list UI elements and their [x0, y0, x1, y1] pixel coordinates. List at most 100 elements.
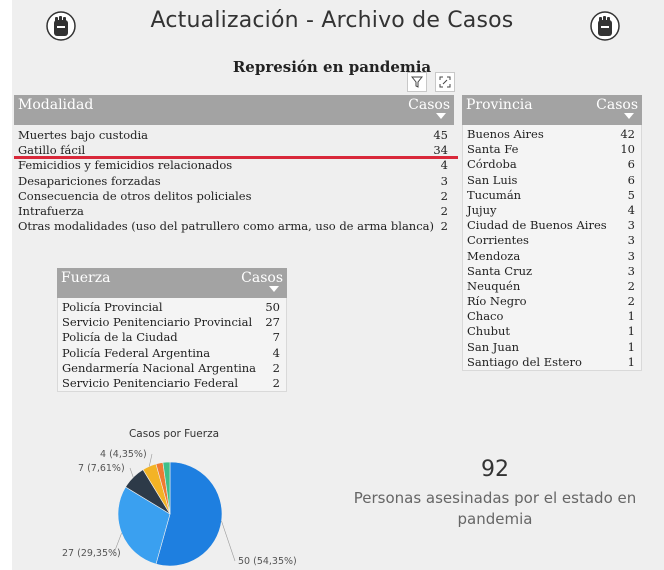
- row-value: 3: [440, 173, 448, 188]
- table-row[interactable]: Desapariciones forzadas 3: [14, 174, 454, 189]
- row-value: 45: [433, 128, 448, 142]
- row-value: 1: [627, 324, 635, 339]
- table-row[interactable]: Santiago del Estero 1: [463, 355, 641, 370]
- column-header-fuerza[interactable]: Fuerza: [61, 270, 111, 286]
- row-label: Córdoba: [467, 157, 517, 172]
- table-row[interactable]: Santa Fe 10: [463, 142, 641, 157]
- row-value: 1: [627, 339, 635, 354]
- sort-descending-icon[interactable]: [436, 113, 446, 119]
- table-row[interactable]: Consecuencia de otros delitos policiales…: [14, 189, 454, 204]
- row-label: Consecuencia de otros delitos policiales: [18, 188, 252, 203]
- row-value: 10: [620, 142, 635, 157]
- row-label: Ciudad de Buenos Aires: [467, 218, 607, 233]
- table-row[interactable]: Servicio Penitenciario Provincial 27: [58, 315, 286, 330]
- row-label: Intrafuerza: [18, 203, 84, 218]
- fist-logo-icon: [590, 11, 620, 41]
- row-value: 2: [440, 219, 448, 234]
- provincia-table: Provincia Casos Buenos Aires 42 Santa Fe 1…: [462, 95, 642, 371]
- row-label: Mendoza: [467, 248, 521, 263]
- table-row[interactable]: Mendoza 3: [463, 249, 641, 264]
- row-value: 4: [627, 202, 635, 217]
- table-row[interactable]: Gendarmería Nacional Argentina 2: [58, 361, 286, 376]
- table-row[interactable]: Río Negro 2: [463, 294, 641, 309]
- table-row[interactable]: Santa Cruz 3: [463, 264, 641, 279]
- column-header-casos[interactable]: Casos: [241, 270, 283, 286]
- pie-slice[interactable]: [162, 461, 171, 515]
- table-row[interactable]: Corrientes 3: [463, 233, 641, 248]
- row-label: Policía Federal Argentina: [62, 345, 211, 360]
- row-value: 42: [620, 127, 635, 141]
- modalidad-table: Modalidad Casos Muertes bajo custodia 45 …: [14, 95, 454, 234]
- table-body: Policía Provincial 50 Servicio Penitencia…: [57, 298, 287, 393]
- row-label: Buenos Aires: [467, 127, 544, 141]
- column-header-casos[interactable]: Casos: [408, 97, 450, 113]
- table-body: Muertes bajo custodia 45 Gatillo fácil 34 …: [14, 128, 454, 234]
- row-label: Neuquén: [467, 278, 521, 293]
- sort-descending-icon[interactable]: [624, 113, 634, 119]
- row-label: Policía Provincial: [62, 300, 163, 314]
- fuerza-table: Fuerza Casos Policía Provincial 50 Servic…: [57, 268, 287, 393]
- report-title: Actualización - Archivo de Casos: [150, 8, 514, 33]
- table-row[interactable]: Policía de la Ciudad 7: [58, 330, 286, 345]
- fist-logo-icon: [46, 11, 76, 41]
- row-value: 4: [272, 345, 280, 360]
- report-subtitle: Represión en pandemia: [232, 58, 432, 76]
- column-header-modalidad[interactable]: Modalidad: [18, 97, 94, 113]
- data-label-leader: [129, 467, 134, 478]
- row-value: 34: [433, 143, 448, 158]
- table-row[interactable]: Intrafuerza 2: [14, 204, 454, 219]
- row-value: 50: [265, 300, 280, 314]
- table-row[interactable]: Otras modalidades (uso del patrullero co…: [14, 219, 454, 234]
- row-value: 4: [440, 158, 448, 173]
- table-row[interactable]: Policía Federal Argentina 4: [58, 346, 286, 361]
- table-row[interactable]: Jujuy 4: [463, 203, 641, 218]
- filter-icon: [411, 76, 423, 88]
- highlight-underline: [14, 156, 458, 159]
- table-row[interactable]: Femicidios y femicidios relacionados 4: [14, 158, 454, 173]
- table-row[interactable]: Ciudad de Buenos Aires 3: [463, 218, 641, 233]
- row-label: San Luis: [467, 172, 518, 187]
- table-row[interactable]: Muertes bajo custodia 45: [14, 128, 454, 143]
- row-value: 5: [627, 187, 635, 202]
- kpi-label: Personas asesinadas por el estado en pan…: [353, 489, 637, 528]
- pie-chart[interactable]: 50 (54,35%) 27 (29,35%) 7 (7,61%) 4 (4,35%): [60, 440, 310, 570]
- table-row[interactable]: Neuquén 2: [463, 279, 641, 294]
- table-row[interactable]: Córdoba 6: [463, 157, 641, 172]
- row-label: Otras modalidades (uso del patrullero co…: [18, 219, 434, 234]
- row-value: 2: [272, 360, 280, 375]
- data-label-leader: [221, 520, 236, 562]
- table-body: Buenos Aires 42 Santa Fe 10 Córdoba 6 San L…: [462, 125, 642, 371]
- row-label: Servicio Penitenciario Federal: [62, 375, 239, 390]
- focus-mode-button[interactable]: [435, 72, 455, 92]
- table-row[interactable]: Servicio Penitenciario Federal 2: [58, 376, 286, 391]
- row-label: Jujuy: [467, 202, 497, 217]
- table-row[interactable]: Chaco 1: [463, 309, 641, 324]
- table-row[interactable]: Chubut 1: [463, 324, 641, 339]
- table-row[interactable]: Gatillo fácil 34: [14, 143, 454, 158]
- row-label: Gatillo fácil: [18, 143, 86, 158]
- pie-slice[interactable]: [155, 461, 223, 567]
- column-header-casos[interactable]: Casos: [596, 97, 638, 113]
- table-row[interactable]: San Luis 6: [463, 173, 641, 188]
- row-value: 3: [627, 248, 635, 263]
- filter-button[interactable]: [407, 72, 427, 92]
- column-header-provincia[interactable]: Provincia: [466, 97, 533, 113]
- row-value: 2: [627, 294, 635, 309]
- row-label: Santa Fe: [467, 142, 519, 157]
- table-header: Modalidad Casos: [14, 95, 454, 125]
- table-row[interactable]: San Juan 1: [463, 340, 641, 355]
- row-label: Santa Cruz: [467, 263, 533, 278]
- row-value: 6: [627, 172, 635, 187]
- row-label: Chaco: [467, 309, 504, 324]
- row-label: Desapariciones forzadas: [18, 173, 161, 188]
- row-value: 3: [627, 263, 635, 278]
- data-label: 7 (7,61%): [78, 463, 125, 474]
- row-value: 3: [627, 218, 635, 233]
- table-row[interactable]: Policía Provincial 50: [58, 300, 286, 315]
- row-value: 27: [265, 315, 280, 330]
- table-row[interactable]: Buenos Aires 42: [463, 127, 641, 142]
- table-row[interactable]: Tucumán 5: [463, 188, 641, 203]
- sort-descending-icon[interactable]: [269, 286, 279, 292]
- row-value: 2: [440, 203, 448, 218]
